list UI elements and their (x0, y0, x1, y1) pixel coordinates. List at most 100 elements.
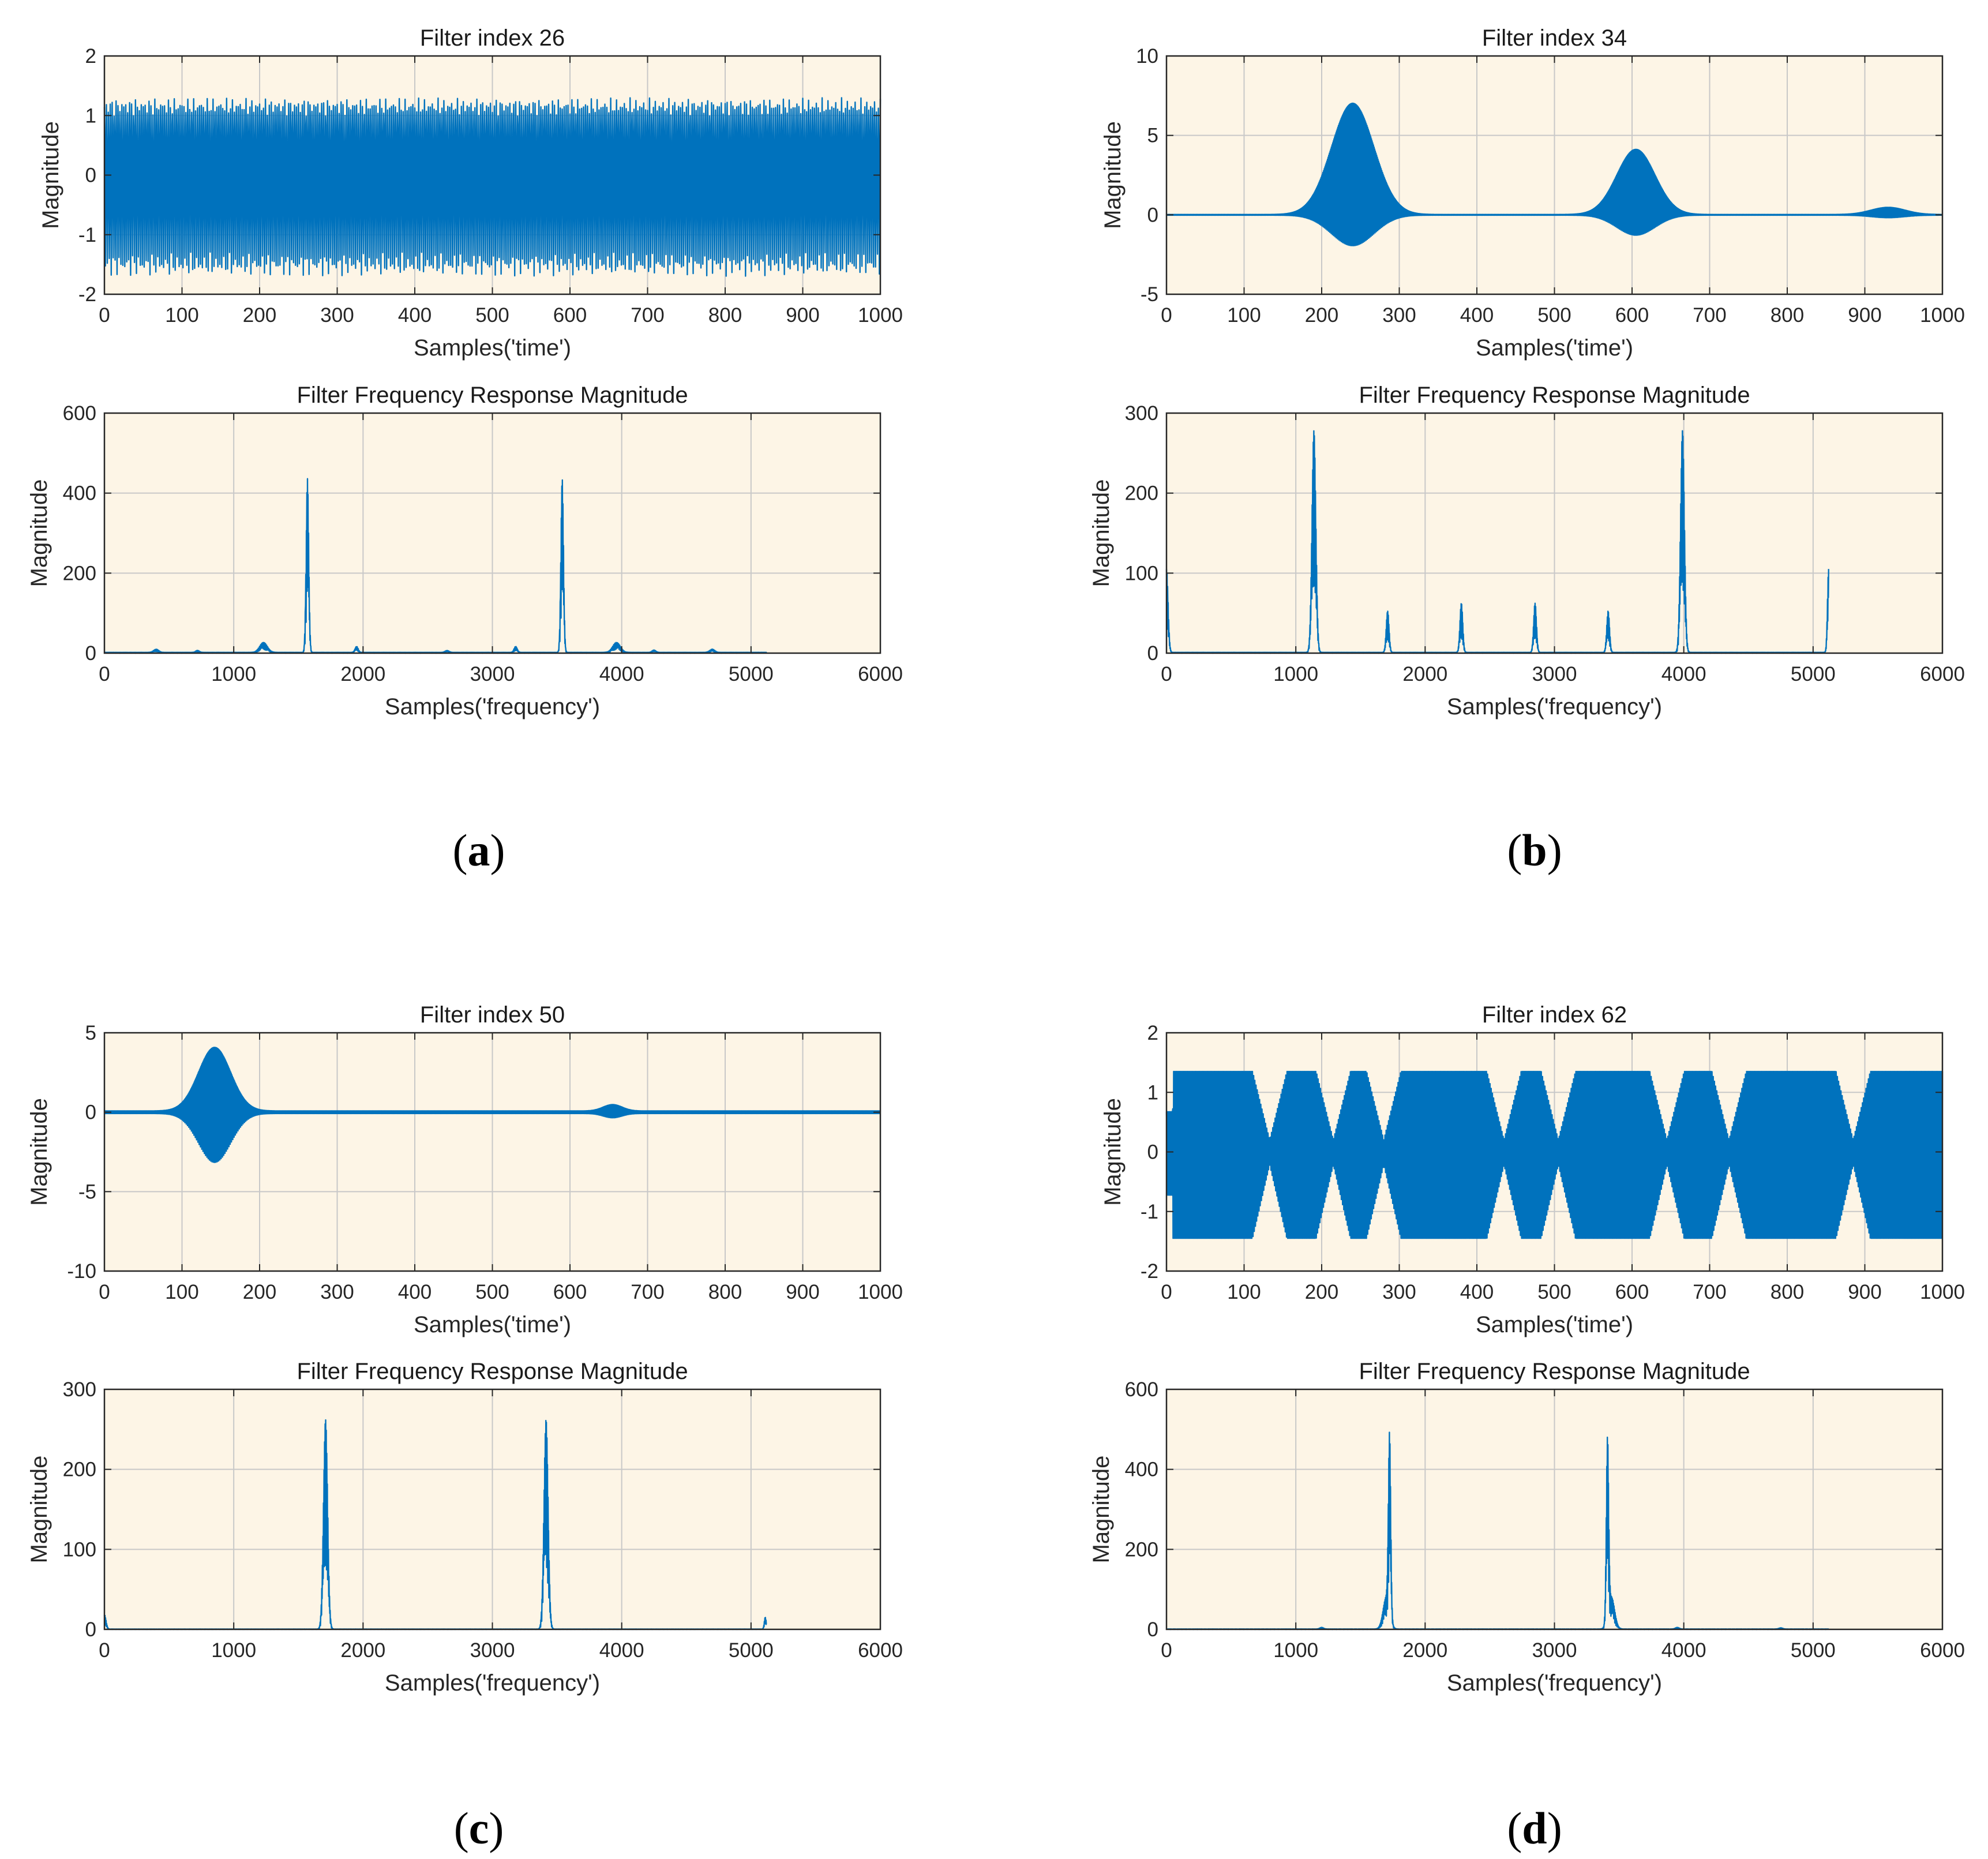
subplot-d-top: 0 100 200 300 400 500 600 700 800 900 1000 -2 -1 0 1 2 F… (1100, 1002, 1965, 1337)
y-axis-label: Magnitude (27, 1456, 52, 1564)
y-tick-label: -10 (67, 1260, 96, 1283)
series-line (103, 1047, 882, 1163)
subplot-c-top: 0 100 200 300 400 500 600 700 800 900 1000 -10 -5 0 5 F… (27, 1002, 903, 1337)
x-tick-label: 1000 (211, 663, 256, 685)
x-tick-label: 1000 (858, 1281, 903, 1303)
x-axis-label: Samples('time') (414, 335, 571, 361)
x-axis-label: Samples('frequency') (1447, 1670, 1662, 1696)
panel-label-d: (d) (1507, 1803, 1562, 1853)
x-tick-label: 600 (1615, 304, 1649, 327)
x-tick-label: 1000 (1273, 1639, 1318, 1662)
x-tick-label: 500 (1537, 1281, 1571, 1303)
x-tick-label: 3000 (470, 1639, 515, 1662)
series-line (103, 97, 882, 277)
x-tick-label: 800 (708, 304, 742, 327)
subplot-title: Filter index 50 (420, 1002, 565, 1028)
y-tick-label: 600 (63, 402, 96, 425)
x-tick-label: 300 (320, 304, 354, 327)
y-axis-label: Magnitude (27, 1098, 52, 1206)
x-tick-label: 800 (708, 1281, 742, 1303)
subplot-title: Filter Frequency Response Magnitude (1359, 1359, 1750, 1384)
y-tick-label: 300 (63, 1378, 96, 1401)
x-tick-label: 1000 (1920, 1281, 1965, 1303)
x-tick-label: 500 (475, 1281, 509, 1303)
y-tick-label: 100 (63, 1538, 96, 1561)
y-tick-label: -1 (1141, 1201, 1158, 1223)
subplot-title: Filter Frequency Response Magnitude (297, 1359, 688, 1384)
x-tick-label: 100 (165, 304, 198, 327)
y-tick-label: 0 (85, 1618, 96, 1641)
x-axis-label: Samples('time') (1476, 335, 1633, 361)
subplot-title: Filter index 62 (1482, 1002, 1627, 1028)
x-tick-label: 2000 (1402, 663, 1447, 685)
y-tick-label: 5 (1147, 125, 1158, 147)
x-tick-label: 2000 (1402, 1639, 1447, 1662)
x-tick-label: 0 (99, 1281, 110, 1303)
y-tick-label: 0 (1147, 1141, 1158, 1164)
x-tick-label: 5000 (1791, 663, 1836, 685)
x-tick-label: 0 (99, 1639, 110, 1662)
x-tick-label: 200 (243, 304, 276, 327)
plots-layer: 0 100 200 300 400 500 600 700 800 900 1000-2-1012F… (27, 25, 1965, 1696)
x-tick-label: 2000 (340, 663, 385, 685)
x-tick-label: 1000 (858, 304, 903, 327)
subplot-b-top: 0 100 200 300 400 500 600 700 800 900 1000-50510Fi… (1100, 25, 1965, 361)
y-tick-label: 0 (85, 164, 96, 187)
x-tick-label: 5000 (729, 663, 774, 685)
x-axis-label: Samples('frequency') (385, 1670, 600, 1696)
subplot-title: Filter Frequency Response Magnitude (1359, 383, 1750, 408)
y-tick-label: 100 (1125, 562, 1158, 584)
x-tick-label: 4000 (599, 663, 644, 685)
x-tick-label: 600 (1615, 1281, 1649, 1303)
x-tick-label: 600 (553, 1281, 587, 1303)
x-tick-label: 0 (99, 663, 110, 685)
y-tick-label: 200 (1125, 482, 1158, 505)
subplot-a-bottom: 0 1000 2000 3000 4000 5000 6000 0 200 400 600 Filte… (27, 383, 903, 719)
y-tick-label: 0 (1147, 1618, 1158, 1641)
y-axis-label: Magnitude (1089, 479, 1114, 587)
y-axis-label: Magnitude (27, 479, 52, 587)
series-line (1165, 1070, 1944, 1239)
x-tick-label: 1000 (1920, 304, 1965, 327)
panel-label-c: (c) (454, 1803, 504, 1853)
x-tick-label: 6000 (858, 663, 903, 685)
x-axis-label: Samples('frequency') (385, 694, 600, 719)
y-tick-label: 5 (85, 1022, 96, 1044)
x-tick-label: 3000 (470, 663, 515, 685)
x-tick-label: 400 (1460, 304, 1494, 327)
y-tick-label: 400 (63, 482, 96, 505)
y-tick-label: 200 (63, 1459, 96, 1481)
series-line (1165, 102, 1944, 247)
x-tick-label: 1000 (1273, 663, 1318, 685)
x-tick-label: 900 (786, 304, 819, 327)
x-tick-label: 6000 (1920, 1639, 1965, 1662)
x-tick-label: 100 (1227, 1281, 1261, 1303)
x-tick-label: 700 (1693, 304, 1726, 327)
y-tick-label: -2 (1141, 1260, 1158, 1283)
x-tick-label: 900 (786, 1281, 819, 1303)
x-axis-label: Samples('frequency') (1447, 694, 1662, 719)
y-tick-label: -5 (1141, 283, 1158, 306)
y-axis-label: Magnitude (1100, 1098, 1126, 1206)
y-axis-label: Magnitude (1089, 1456, 1114, 1564)
x-tick-label: 200 (1305, 304, 1338, 327)
y-tick-label: 300 (1125, 402, 1158, 425)
subplot-title: Filter index 34 (1482, 25, 1627, 51)
y-tick-label: 0 (1147, 642, 1158, 665)
x-tick-label: 700 (1693, 1281, 1726, 1303)
x-tick-label: 400 (398, 304, 432, 327)
x-tick-label: 0 (99, 304, 110, 327)
x-tick-label: 0 (1161, 304, 1172, 327)
subplot-a-top: 0 100 200 300 400 500 600 700 800 900 1000 -2 -1 0 1 2 F… (38, 25, 903, 361)
subplot-title: Filter index 26 (420, 25, 565, 51)
x-tick-label: 500 (1537, 304, 1571, 327)
x-tick-label: 0 (1161, 1639, 1172, 1662)
x-tick-label: 6000 (1920, 663, 1965, 685)
x-tick-label: 5000 (729, 1639, 774, 1662)
y-tick-label: 0 (1147, 204, 1158, 226)
y-tick-label: -5 (78, 1180, 96, 1203)
panel-labels: (a) (b) (c) (d) (453, 825, 1562, 1853)
x-tick-label: 100 (165, 1281, 198, 1303)
x-tick-label: 200 (1305, 1281, 1338, 1303)
